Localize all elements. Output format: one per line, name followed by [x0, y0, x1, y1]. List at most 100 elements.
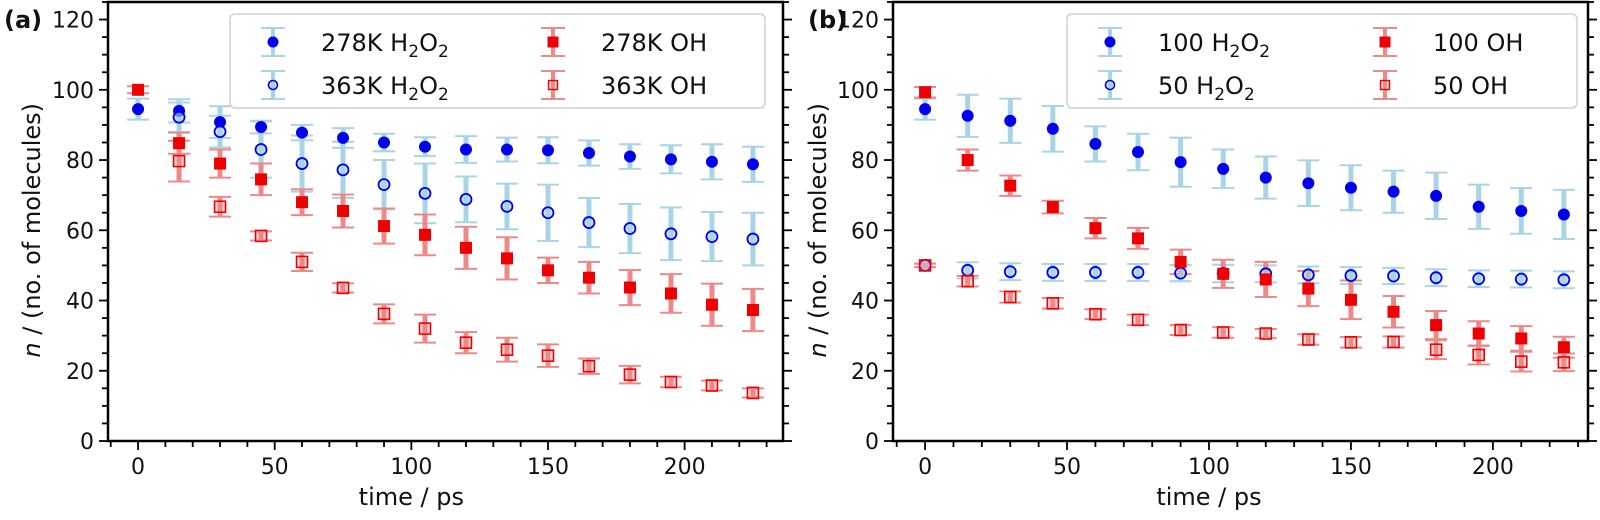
markers-50-oh: [918, 259, 1571, 369]
errorbar: [373, 303, 396, 325]
data-point: [961, 154, 974, 167]
legend-label-sub: 2: [408, 85, 419, 105]
y-tick-label: 0: [80, 430, 94, 455]
y-tick-label: 20: [66, 360, 94, 385]
y-tick-label: 60: [851, 219, 879, 244]
data-point: [664, 227, 678, 241]
data-point: [1429, 343, 1443, 356]
y-tick-label: 60: [66, 219, 94, 244]
legend-label-sub: 2: [1259, 42, 1270, 62]
data-point: [1174, 156, 1187, 169]
legend-label-main: 50 OH: [1433, 72, 1508, 100]
data-point: [1344, 293, 1357, 306]
series-363k-oh: [168, 139, 764, 399]
data-point: [419, 140, 432, 153]
data-point: [919, 86, 932, 99]
plot-frame: [106, 0, 785, 443]
x-tick-label: 150: [527, 455, 569, 480]
legend-item: 100 H2O2: [1098, 27, 1270, 62]
data-point: [582, 216, 596, 229]
data-point: [500, 199, 514, 213]
data-point: [173, 137, 186, 150]
errorbar: [414, 313, 437, 344]
data-point: [254, 229, 268, 243]
y-axis-label: n / (no. of molecules): [18, 103, 46, 358]
panel-a: 0 20 40 60 80 100 120 0 50 100 150 200 time / ps n / …: [4, 0, 792, 511]
data-point: [1302, 282, 1315, 295]
errorbar: [454, 331, 477, 355]
data-point: [541, 349, 555, 362]
data-point: [961, 274, 974, 288]
data-point: [1089, 266, 1102, 279]
data-point: [1387, 269, 1400, 283]
filled-circle-icon: [1104, 36, 1116, 48]
data-point: [459, 241, 472, 254]
data-point: [1472, 327, 1485, 340]
legend-label: 278K H2O2: [321, 29, 449, 62]
data-point: [1301, 268, 1315, 282]
data-point: [1174, 255, 1187, 268]
legend-label: 100 OH: [1433, 29, 1523, 57]
panel-label: (a): [4, 6, 42, 34]
y-tick-label: 120: [52, 9, 94, 34]
y-tick-label: 80: [66, 149, 94, 174]
data-point: [582, 147, 595, 160]
y-axis-label: n / (no. of molecules): [804, 103, 832, 358]
data-point: [1003, 290, 1017, 304]
data-point: [418, 187, 432, 200]
markers-363k-oh: [172, 154, 760, 400]
data-point: [254, 143, 268, 156]
errorbar: [1254, 327, 1277, 340]
errorbar: [1425, 339, 1448, 361]
errorbar: [250, 230, 273, 242]
data-point: [1472, 200, 1485, 213]
data-point: [337, 131, 350, 144]
legend-label-sub: 2: [438, 42, 449, 62]
data-point: [336, 163, 350, 177]
legend-label-mid: O: [419, 72, 438, 100]
data-point: [1387, 185, 1400, 198]
data-point: [1004, 114, 1017, 127]
x-tick-label: 0: [131, 455, 145, 480]
data-point: [1344, 269, 1358, 282]
data-point: [1259, 273, 1272, 286]
legend-frame: [229, 13, 766, 109]
y-axis-label-symbol: n: [18, 342, 46, 357]
open-circle-icon: [267, 79, 279, 91]
data-point: [172, 110, 186, 124]
series-50-oh: [914, 262, 1575, 373]
data-point: [1004, 179, 1017, 192]
y-tick-label: 20: [851, 360, 879, 385]
legend-label-sub: 2: [408, 42, 419, 62]
data-point: [1259, 171, 1272, 184]
panel-b: 0 20 40 60 80 100 120 0 50 100 150 200 time / ps n / …: [804, 0, 1597, 511]
data-point: [582, 359, 596, 373]
data-point: [1344, 336, 1358, 349]
data-point: [418, 322, 432, 335]
data-point: [1089, 307, 1102, 321]
markers-278k-oh: [132, 83, 759, 317]
data-point: [172, 154, 186, 168]
data-point: [705, 155, 718, 168]
data-point: [623, 281, 636, 294]
legend-label-main: 363K OH: [601, 72, 707, 100]
legend-label: 363K OH: [601, 72, 707, 100]
legend-label-main: 100 OH: [1433, 29, 1523, 57]
data-point: [1514, 355, 1528, 368]
filled-square-icon: [547, 36, 559, 48]
data-point: [541, 264, 554, 277]
y-tick-label: 40: [851, 290, 879, 315]
data-point: [255, 121, 268, 134]
data-point: [1003, 265, 1017, 279]
data-point: [255, 173, 268, 186]
x-tick-label: 100: [1188, 455, 1230, 480]
legend-item: 278K OH: [541, 27, 707, 57]
open-square-icon: [1379, 79, 1391, 91]
data-point: [1344, 181, 1357, 194]
data-point: [961, 263, 975, 277]
x-axis-label: time / ps: [1156, 483, 1261, 511]
data-point: [1089, 137, 1102, 150]
data-point: [378, 220, 391, 233]
y-tick-label: 120: [837, 9, 879, 34]
